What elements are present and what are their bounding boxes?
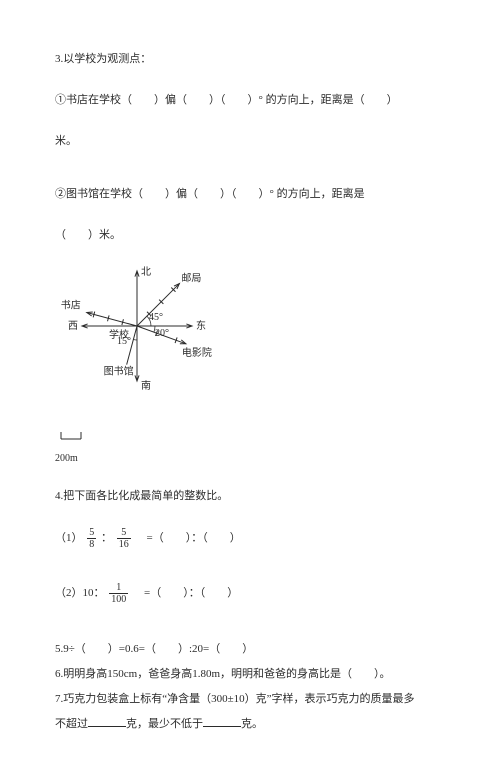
svg-text:北: 北	[141, 266, 151, 278]
fraction-5-8: 58	[87, 527, 96, 550]
svg-text:20°: 20°	[155, 328, 169, 339]
q3-part2-b: （ ）米。	[55, 225, 450, 246]
question-4: 4.把下面各比化成最简单的整数比。 （1） 58 ： 516 =（ ）：（ ） …	[55, 486, 450, 605]
svg-text:15°: 15°	[117, 336, 131, 347]
svg-text:西: 西	[68, 321, 78, 332]
scale-indicator: 200m	[55, 428, 450, 468]
scale-label: 200m	[55, 453, 78, 464]
q3-stem: 3.以学校为观测点：	[55, 49, 450, 70]
q4-stem: 4.把下面各比化成最简单的整数比。	[55, 486, 450, 507]
q4-part1: （1） 58 ： 516 =（ ）：（ ）	[55, 527, 450, 550]
q4-p1-tail: =（ ）：（ ）	[136, 532, 241, 544]
q4-p2-lead: （2）10：	[55, 587, 105, 599]
q7b-a: 不超过	[55, 718, 88, 730]
svg-text:图书馆: 图书馆	[104, 365, 134, 378]
compass-svg: 北南东西邮局书店电影院图书馆学校45°20°15°	[55, 251, 245, 416]
q7b-b: 克，最少不低于	[126, 718, 203, 730]
question-5: 5.9÷（ ）=0.6=（ ）:20=（ ）	[55, 639, 450, 660]
fraction-1-100: 1100	[109, 582, 128, 605]
svg-text:电影院: 电影院	[182, 346, 212, 359]
svg-text:东: 东	[196, 319, 206, 332]
question-6: 6.明明身高150cm，爸爸身高1.80m，明明和爸爸的身高比是（ ）。	[55, 664, 450, 685]
blank-2	[203, 716, 241, 727]
q4-p2-tail: =（ ）：（ ）	[133, 587, 238, 599]
fraction-5-16: 516	[117, 527, 131, 550]
blank-1	[88, 716, 126, 727]
question-3: 3.以学校为观测点： ①书店在学校（ ）偏（ ）（ ）° 的方向上，距离是（ ）…	[55, 49, 450, 468]
q4-part2: （2）10： 1100 =（ ）：（ ）	[55, 582, 450, 605]
q3-part1-a: ①书店在学校（ ）偏（ ）（ ）° 的方向上，距离是（ ）	[55, 90, 450, 111]
svg-text:书店: 书店	[61, 299, 81, 312]
question-7-b: 不超过 克，最少不低于 克。	[55, 714, 450, 735]
q4-p1-lead: （1）	[55, 532, 83, 544]
q4-p1-mid: ：	[101, 532, 112, 544]
svg-text:南: 南	[141, 379, 151, 392]
q7b-c: 克。	[241, 718, 263, 730]
svg-text:邮局: 邮局	[181, 272, 201, 285]
q3-part1-b: 米。	[55, 131, 450, 152]
svg-text:45°: 45°	[149, 312, 163, 323]
compass-diagram: 北南东西邮局书店电影院图书馆学校45°20°15° 200m	[55, 251, 450, 468]
q3-part2-a: ②图书馆在学校（ ）偏（ ）（ ）° 的方向上，距离是	[55, 184, 450, 205]
